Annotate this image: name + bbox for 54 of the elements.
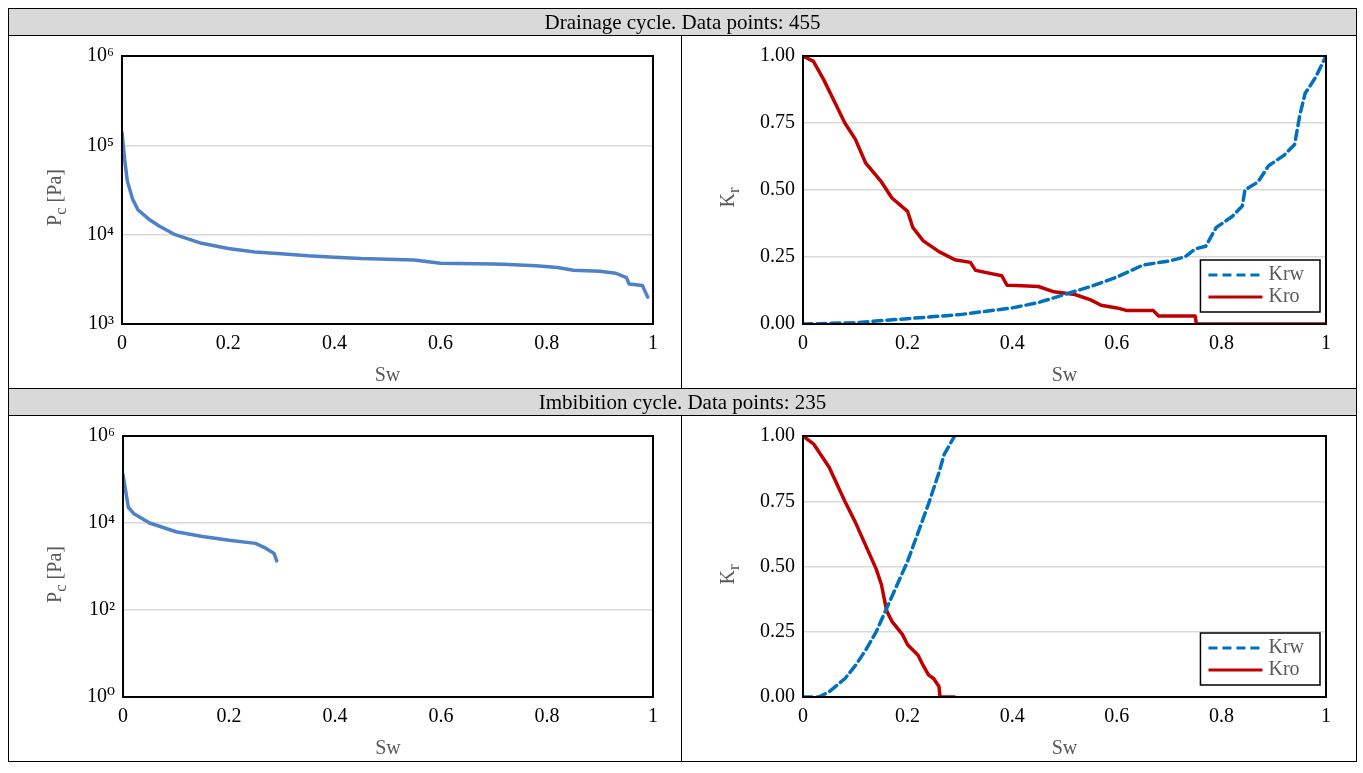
chart-title: Imbibition cycle. Data points: 235 xyxy=(9,388,1356,416)
x-tick-label: 0.2 xyxy=(215,331,241,354)
legend-label: Kro xyxy=(1268,657,1300,680)
x-tick-label: 0.4 xyxy=(999,331,1025,354)
x-tick-label: 0.6 xyxy=(1104,704,1130,727)
legend-label: Krw xyxy=(1268,262,1305,285)
x-tick-label: 0 xyxy=(798,704,808,727)
line-series xyxy=(803,56,1326,324)
x-tick-label: 0.2 xyxy=(895,331,921,354)
x-tick-label: 0 xyxy=(116,331,127,354)
y-tick-label: 0.75 xyxy=(760,488,795,511)
x-axis-title: Sw xyxy=(1051,736,1078,759)
x-tick-label: 0 xyxy=(118,704,129,727)
x-tick-label: 0.8 xyxy=(534,704,560,727)
legend-label: Kro xyxy=(1268,284,1300,307)
y-tick-label: 10⁶ xyxy=(88,423,116,446)
x-axis-title: Sw xyxy=(1051,363,1078,386)
y-tick-label: 10⁴ xyxy=(88,510,116,533)
y-tick-label: 1.00 xyxy=(760,423,795,446)
x-tick-label: 0.6 xyxy=(428,704,454,727)
x-tick-label: 1 xyxy=(648,704,658,727)
y-tick-label: 10⁶ xyxy=(86,43,114,66)
legend-label: Krw xyxy=(1268,635,1305,658)
x-axis-title: Sw xyxy=(375,736,402,759)
y-tick-label: 10² xyxy=(89,597,116,620)
x-tick-label: 0.6 xyxy=(428,331,454,354)
x-tick-label: 0.4 xyxy=(999,704,1025,727)
y-tick-label: 0.00 xyxy=(760,311,795,334)
x-tick-label: 1 xyxy=(1321,704,1331,727)
chart-title: Drainage cycle. Data points: 455 xyxy=(9,9,1356,36)
y-tick-label: 10⁰ xyxy=(86,684,116,707)
x-tick-label: 0.6 xyxy=(1104,331,1130,354)
x-tick-label: 1 xyxy=(1321,331,1331,354)
y-tick-label: 0.00 xyxy=(760,684,795,707)
y-tick-label: 10⁴ xyxy=(86,221,114,244)
x-tick-label: 0.4 xyxy=(321,331,347,354)
y-tick-label: 0.50 xyxy=(760,177,795,200)
x-tick-label: 0 xyxy=(798,331,808,354)
line-series xyxy=(803,436,957,697)
y-tick-label: 1.00 xyxy=(760,43,795,66)
y-tick-label: 0.75 xyxy=(760,110,795,133)
x-tick-label: 0.4 xyxy=(322,704,348,727)
y-tick-label: 0.50 xyxy=(760,553,795,576)
x-tick-label: 1 xyxy=(648,331,658,354)
x-tick-label: 0.8 xyxy=(534,331,560,354)
x-axis-title: Sw xyxy=(374,363,401,386)
y-tick-label: 10⁵ xyxy=(86,132,114,155)
y-tick-label: 0.25 xyxy=(760,244,795,267)
x-tick-label: 0.2 xyxy=(216,704,242,727)
y-tick-label: 0.25 xyxy=(760,619,795,641)
x-tick-label: 0.8 xyxy=(1208,704,1234,727)
x-tick-label: 0.8 xyxy=(1208,331,1234,354)
y-tick-label: 10³ xyxy=(87,311,114,334)
x-tick-label: 0.2 xyxy=(895,704,921,727)
